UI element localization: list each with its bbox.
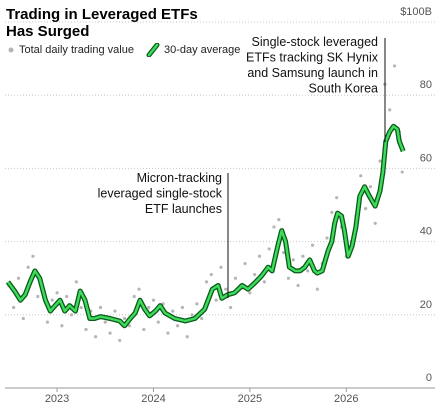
data-point (325, 236, 329, 240)
data-point (224, 287, 228, 291)
data-point (229, 305, 233, 310)
y-tick-label: 80 (420, 79, 432, 91)
data-point (277, 218, 281, 222)
data-point (185, 335, 189, 339)
data-point (373, 221, 377, 225)
y-tick-label: $100B (400, 6, 432, 18)
data-point (103, 320, 107, 324)
chart-title: Trading in Leveraged ETFs Has Surged (6, 6, 198, 40)
data-point (368, 185, 373, 189)
legend-swatch (146, 43, 160, 57)
annotation-text: South Korea (309, 82, 379, 96)
data-point (50, 298, 54, 302)
annotation-text: and Samsung launch in (247, 66, 378, 80)
data-point (98, 305, 103, 310)
data-point (113, 309, 117, 313)
data-point (248, 291, 252, 295)
data-point (306, 269, 310, 273)
data-point (26, 265, 30, 269)
data-point (65, 294, 69, 299)
data-point (190, 313, 194, 317)
y-tick-label: 0 (426, 372, 432, 384)
data-point (69, 313, 74, 317)
data-point (315, 287, 319, 291)
data-point (296, 283, 300, 288)
data-point (400, 170, 404, 174)
data-point (94, 335, 98, 339)
annotation-text: leveraged single-stock (98, 187, 223, 201)
data-point (378, 159, 382, 163)
line (6, 125, 405, 327)
data-point (301, 254, 305, 258)
data-point (209, 272, 213, 277)
data-point (137, 287, 141, 291)
data-point (180, 305, 184, 310)
data-point (219, 265, 223, 269)
data-point (335, 196, 339, 200)
data-point (204, 280, 209, 284)
data-point (282, 250, 286, 255)
data-point (147, 305, 151, 310)
data-point (142, 327, 146, 332)
data-point (127, 324, 131, 328)
data-point (291, 258, 295, 262)
legend: Total daily trading value 30-day average (6, 43, 240, 57)
data-point (175, 324, 180, 328)
data-point (21, 316, 25, 321)
data-point (171, 309, 175, 313)
annotation-text: Single-stock leveraged (252, 35, 379, 49)
data-point (122, 316, 127, 321)
data-point (214, 298, 218, 302)
data-point (286, 276, 291, 280)
data-point (195, 302, 199, 306)
data-point (363, 207, 368, 211)
data-point (36, 294, 40, 299)
data-point (55, 291, 59, 295)
data-point (31, 254, 35, 258)
legend-label: 30-day average (163, 44, 241, 56)
data-point (330, 210, 334, 214)
data-point (392, 64, 397, 68)
y-tick-label: 20 (420, 299, 432, 311)
data-point (262, 280, 266, 284)
data-point (118, 338, 122, 343)
data-point (310, 243, 315, 247)
data-point (388, 108, 392, 112)
data-point (132, 294, 136, 299)
legend-swatch (8, 47, 14, 53)
data-point (79, 305, 83, 310)
x-tick-label: 2025 (238, 393, 262, 405)
data-point (267, 247, 271, 251)
x-tick-label: 2023 (45, 393, 69, 405)
annotation-text: Micron-tracking (137, 171, 222, 185)
data-point (200, 316, 204, 321)
data-point (12, 305, 16, 310)
annotation-text: ETFs tracking SK Hynix (246, 51, 379, 65)
data-point (272, 225, 276, 229)
data-point (60, 324, 64, 328)
data-point (233, 276, 238, 280)
data-point (359, 174, 363, 178)
annotation-text: ETF launches (145, 202, 222, 216)
data-point (166, 331, 170, 335)
y-tick-label: 40 (420, 226, 432, 238)
x-tick-label: 2026 (334, 393, 358, 405)
y-tick-label: 60 (420, 152, 432, 164)
data-point (16, 276, 21, 280)
legend-label: Total daily trading value (19, 44, 134, 56)
data-point (257, 254, 262, 258)
data-point (84, 327, 88, 332)
data-point (151, 298, 156, 302)
data-point (74, 280, 78, 284)
data-point (243, 261, 247, 266)
data-point (108, 331, 112, 335)
data-point (253, 272, 257, 277)
x-tick-label: 2024 (141, 393, 165, 405)
data-point (45, 320, 50, 324)
data-point (156, 320, 160, 324)
